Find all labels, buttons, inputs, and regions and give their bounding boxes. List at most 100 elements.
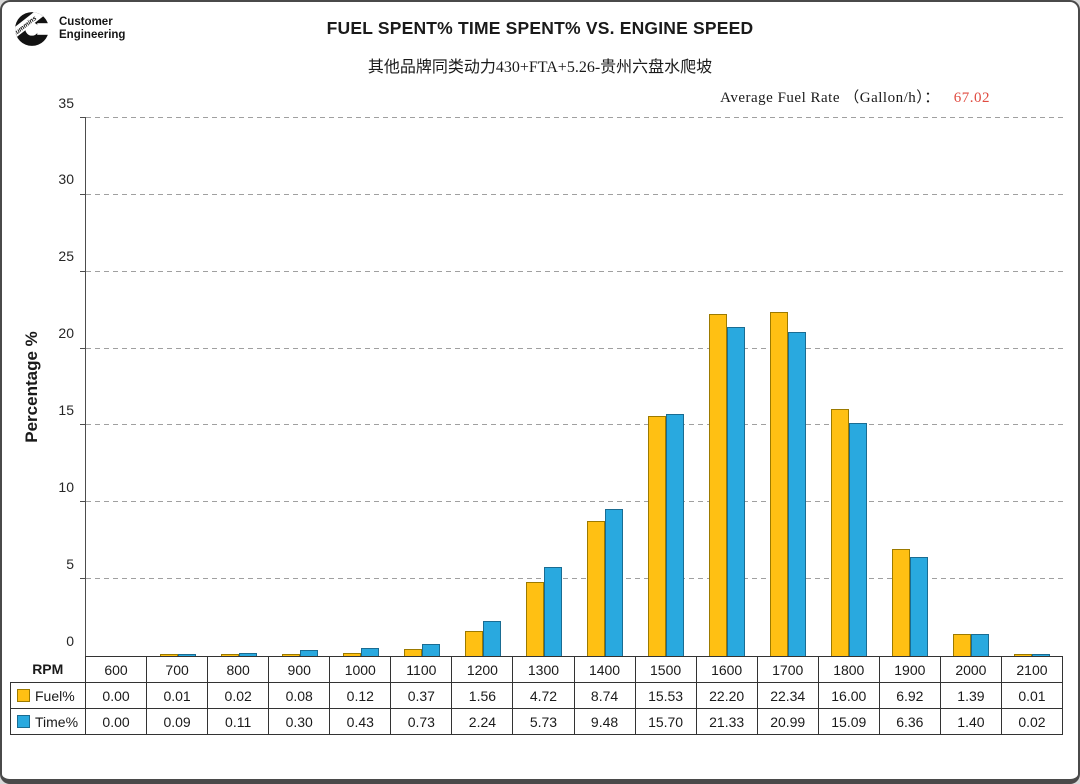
fuel-value-1100: 0.37 — [390, 682, 453, 709]
rpm-label-1700: 1700 — [756, 656, 819, 683]
y-tick-15 — [80, 424, 86, 426]
bar-time-1000 — [360, 648, 379, 656]
fuel-value-600: 0.00 — [84, 682, 148, 709]
chart-title: FUEL SPENT% TIME SPENT% VS. ENGINE SPEED — [326, 18, 754, 38]
y-tick-label-5: 5 — [66, 555, 74, 572]
rpm-label-2100: 2100 — [1000, 656, 1064, 683]
gridline-25 — [86, 270, 1063, 272]
logo-text: Customer Engineering — [59, 16, 125, 42]
y-tick-label-35: 35 — [58, 94, 74, 111]
bar-time-1300 — [543, 566, 562, 656]
fuel-value-1900: 6.92 — [878, 682, 941, 709]
time-value-2000: 1.40 — [939, 708, 1002, 735]
bar-fuel-1200 — [464, 631, 483, 656]
fuel-value-1600: 22.20 — [695, 682, 758, 709]
bar-time-1600 — [727, 327, 746, 656]
logo-text-line1: Customer — [59, 15, 113, 28]
rpm-label-900: 900 — [268, 656, 331, 683]
cummins-logo: Cummins Customer Engineering — [14, 10, 125, 48]
rpm-label-1300: 1300 — [512, 656, 575, 683]
rpm-label-1500: 1500 — [634, 656, 697, 683]
bar-fuel-1500 — [648, 416, 667, 656]
legend-fuel: Fuel% — [10, 682, 86, 709]
time-value-700: 0.09 — [146, 708, 209, 735]
time-value-1200: 2.24 — [451, 708, 514, 735]
average-fuel-rate-label: Average Fuel Rate （Gallon/h）： — [720, 90, 940, 106]
time-value-1600: 21.33 — [695, 708, 758, 735]
y-tick-label-25: 25 — [58, 248, 74, 265]
y-tick-label-20: 20 — [58, 325, 74, 342]
gridline-5 — [86, 578, 1063, 580]
fuel-value-1200: 1.56 — [451, 682, 514, 709]
y-tick-35 — [80, 117, 86, 118]
bar-fuel-1400 — [587, 520, 606, 656]
bar-fuel-1000 — [342, 653, 361, 656]
y-axis-title: Percentage % — [22, 331, 41, 443]
bar-fuel-1600 — [709, 313, 728, 656]
fuel-value-1700: 22.34 — [756, 682, 819, 709]
y-tick-30 — [80, 193, 86, 195]
bar-fuel-900 — [281, 653, 300, 656]
plot-area: 0 5 10 15 20 25 30 35 — [58, 95, 1063, 657]
bar-time-1500 — [666, 413, 685, 656]
average-fuel-rate-value: 67.02 — [953, 90, 990, 106]
gridline-30 — [86, 193, 1063, 195]
table-row: RPM 600 700 800 900 1000 1100 1200 1300 1400 1500 1… — [10, 656, 1064, 683]
fuel-value-1400: 8.74 — [573, 682, 636, 709]
data-table: RPM 600 700 800 900 1000 1100 1200 1300 1400 1500 1… — [10, 656, 1064, 735]
time-value-1500: 15.70 — [634, 708, 697, 735]
rpm-label-1000: 1000 — [329, 656, 392, 683]
bar-fuel-2100 — [1014, 654, 1033, 656]
fuel-value-1000: 0.12 — [329, 682, 392, 709]
chart-subtitle: 其他品牌同类动力430+FTA+5.26-贵州六盘水爬坡 — [367, 59, 713, 76]
fuel-value-1500: 15.53 — [634, 682, 697, 709]
y-tick-20 — [80, 347, 86, 349]
table-row: Time% 0.00 0.09 0.11 0.30 0.43 0.73 2.24 5.73 9.4… — [10, 708, 1064, 735]
time-swatch-icon — [17, 714, 30, 728]
rpm-data-table: RPM 600 700 800 900 1000 1100 1200 1300 1400 1500 1… — [10, 656, 1064, 735]
gridline-35 — [86, 117, 1063, 118]
time-value-600: 0.00 — [84, 708, 148, 735]
bar-fuel-2000 — [953, 633, 972, 656]
fuel-value-800: 0.02 — [207, 682, 270, 709]
bar-time-2100 — [1032, 654, 1051, 656]
rpm-label-800: 800 — [207, 656, 270, 683]
fuel-value-700: 0.01 — [146, 682, 209, 709]
legend-time: Time% — [10, 708, 86, 735]
gridline-15 — [86, 424, 1063, 426]
y-tick-label-15: 15 — [58, 401, 74, 418]
bar-fuel-1700 — [770, 311, 789, 656]
rpm-label-700: 700 — [146, 656, 209, 683]
average-fuel-rate: Average Fuel Rate （Gallon/h）： 67.02 — [720, 86, 990, 107]
time-value-1800: 15.09 — [817, 708, 880, 735]
bar-time-1400 — [605, 509, 624, 656]
rpm-label-1400: 1400 — [573, 656, 636, 683]
bar-time-1800 — [849, 423, 868, 656]
time-value-1700: 20.99 — [756, 708, 819, 735]
fuel-value-1300: 4.72 — [512, 682, 575, 709]
rpm-label-1200: 1200 — [451, 656, 514, 683]
bar-time-1900 — [910, 557, 929, 656]
rpm-label-1600: 1600 — [695, 656, 758, 683]
bar-time-2000 — [971, 633, 990, 656]
time-value-900: 0.30 — [268, 708, 331, 735]
rpm-label-1800: 1800 — [817, 656, 880, 683]
y-tick-label-30: 30 — [58, 171, 74, 188]
time-value-1400: 9.48 — [573, 708, 636, 735]
rpm-label-1100: 1100 — [390, 656, 453, 683]
fuel-swatch-icon — [17, 688, 30, 702]
rpm-label-600: 600 — [84, 656, 148, 683]
rpm-label-1900: 1900 — [878, 656, 941, 683]
gridline-20 — [86, 347, 1063, 349]
bar-time-800 — [238, 653, 257, 656]
fuel-value-2000: 1.39 — [939, 682, 1002, 709]
time-value-800: 0.11 — [207, 708, 270, 735]
bar-fuel-1800 — [831, 409, 850, 656]
y-tick-label-10: 10 — [58, 478, 74, 495]
cummins-c-icon: Cummins — [14, 10, 52, 46]
table-row: Fuel% 0.00 0.01 0.02 0.08 0.12 0.37 1.56 4.72 8.7… — [10, 682, 1064, 709]
y-tick-5 — [80, 578, 86, 580]
time-value-1300: 5.73 — [512, 708, 575, 735]
fuel-value-1800: 16.00 — [817, 682, 880, 709]
